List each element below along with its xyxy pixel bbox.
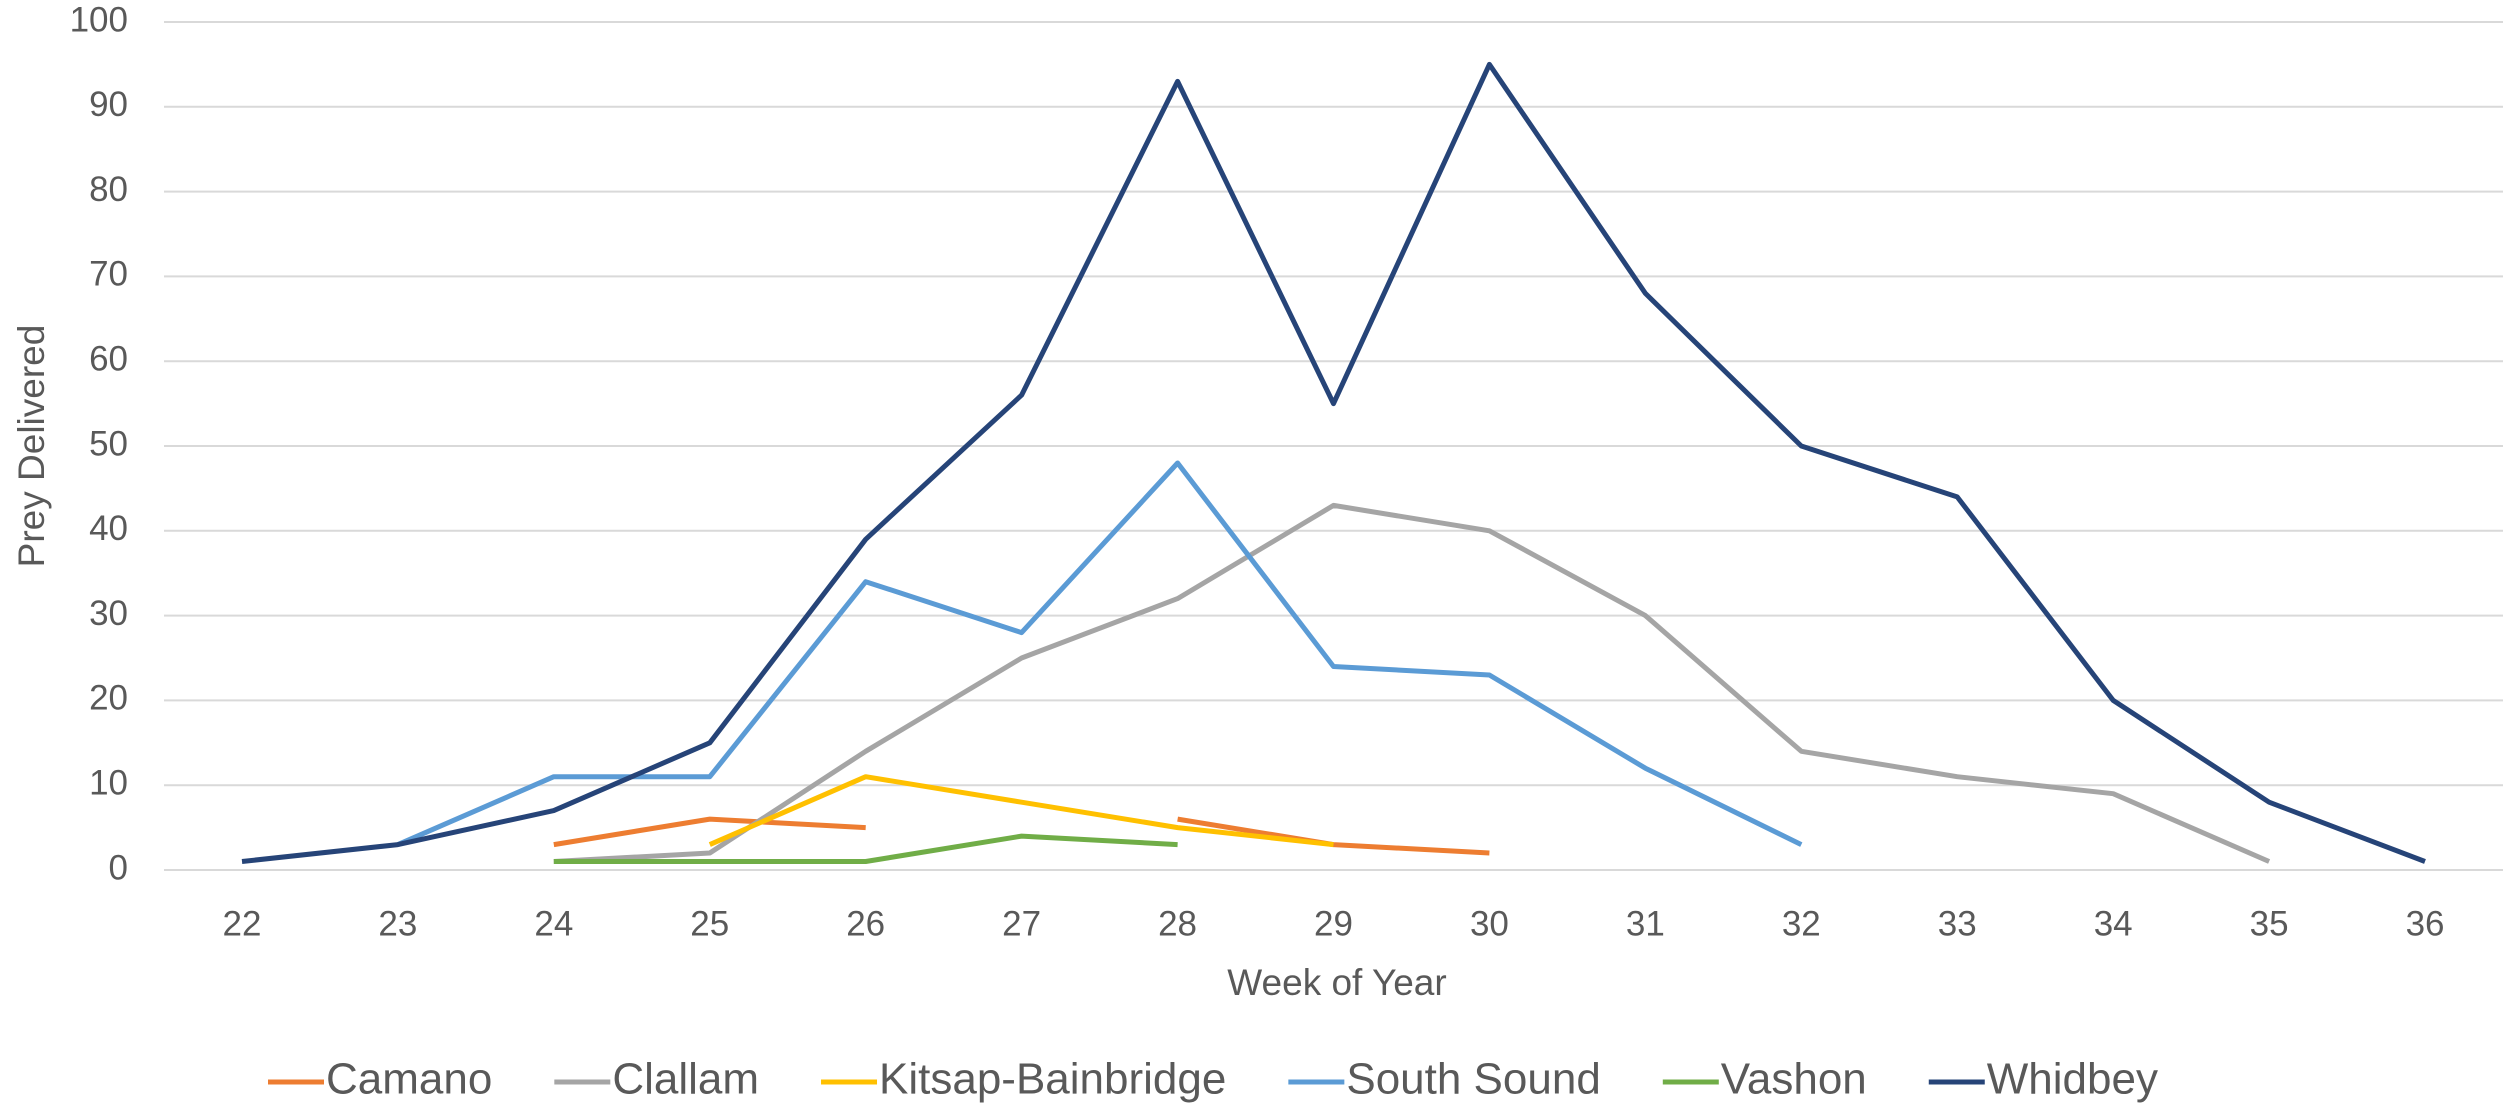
y-tick-label: 80 [89,170,128,209]
x-tick-label: 25 [690,904,729,943]
legend-label: Kitsap-Bainbridge [879,1055,1226,1104]
x-tick-label: 31 [1626,904,1665,943]
x-tick-label: 32 [1782,904,1821,943]
x-tick-label: 35 [2250,904,2289,943]
x-tick-label: 28 [1158,904,1197,943]
y-tick-label: 50 [89,424,128,463]
x-tick-label: 34 [2094,904,2133,943]
series-line [553,833,1178,864]
x-tick-label: 33 [1938,904,1977,943]
legend-label: Camano [326,1055,492,1104]
legend-label: Vashon [1721,1055,1867,1104]
y-tick-label: 40 [89,509,128,548]
y-tick-label: 60 [89,339,128,378]
x-tick-label: 27 [1002,904,1041,943]
x-axis-title: Week of Year [1227,962,1446,1003]
series-line [241,61,2426,864]
series-line [553,502,2271,864]
y-tick-label: 30 [89,594,128,633]
y-tick-label: 0 [109,848,128,887]
y-tick-label: 90 [89,85,128,124]
y-tick-label: 10 [89,763,128,802]
legend-label: Clallam [612,1055,759,1104]
x-tick-label: 22 [222,904,261,943]
legend-label: Whidbey [1987,1055,2158,1104]
x-tick-label: 23 [378,904,417,943]
y-tick-label: 20 [89,679,128,718]
x-tick-label: 24 [534,904,573,943]
legend-label: South Sound [1346,1055,1600,1104]
series-line [708,774,1334,848]
x-tick-label: 29 [1314,904,1353,943]
y-tick-label: 70 [89,255,128,294]
x-tick-label: 36 [2406,904,2445,943]
x-tick-label: 26 [846,904,885,943]
x-tick-label: 30 [1470,904,1509,943]
y-axis-title: Prey Delivered [11,325,52,568]
y-tick-label: 100 [70,0,128,39]
